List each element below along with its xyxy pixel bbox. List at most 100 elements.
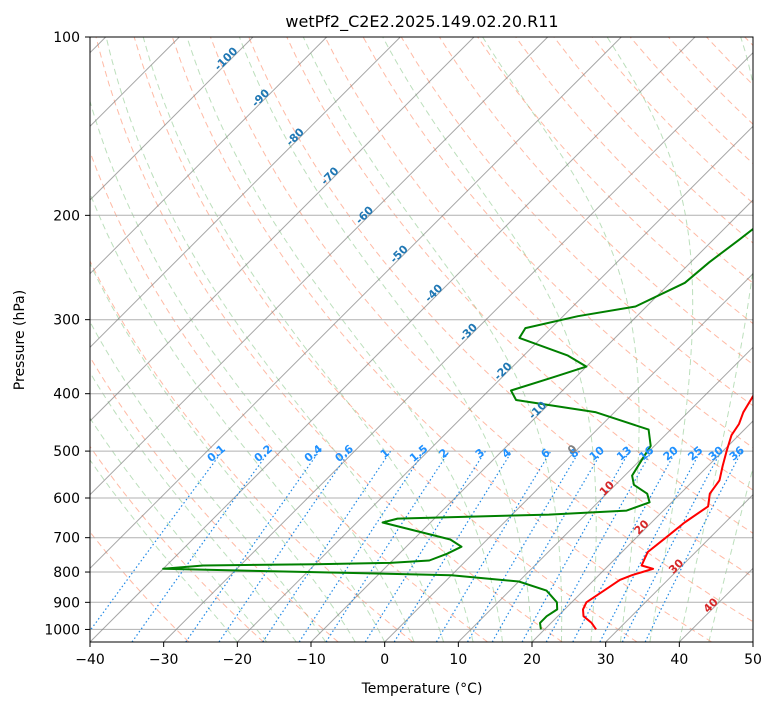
dry-adiabat (171, 37, 712, 642)
y-tick-label: 900 (53, 595, 80, 611)
moist-adiabat (90, 99, 415, 642)
isotherm-label: -50 (388, 242, 411, 265)
isotherm-line (605, 493, 753, 642)
mixing-ratio-label: 6 (538, 446, 552, 461)
isotherm-line (90, 37, 549, 496)
dry-adiabat (744, 37, 753, 47)
mixing-ratio-line (218, 450, 351, 642)
moist-adiabat (302, 37, 563, 642)
x-tick-label: 0 (380, 652, 389, 668)
dry-adiabat (324, 37, 753, 491)
mixing-ratio-line (545, 450, 653, 642)
moist-adiabat (105, 37, 445, 642)
mixing-ratio-label: 0.6 (333, 442, 357, 465)
dry-adiabat (90, 445, 264, 642)
moist-adiabat (90, 192, 386, 642)
mixing-ratio-line (644, 450, 743, 642)
x-tick-label: 30 (597, 652, 615, 668)
y-tick-label: 800 (53, 565, 80, 581)
y-tick-label: 100 (53, 30, 80, 46)
mixing-ratio-line (90, 450, 223, 632)
mixing-ratio-line (185, 450, 320, 642)
mixing-ratio-line (521, 450, 631, 642)
mixing-ratio-label: 4 (499, 446, 513, 461)
mixing-ratio-lines (90, 450, 743, 642)
mixing-ratio-line (393, 450, 513, 642)
moist-adiabat (90, 262, 356, 642)
isotherm-line (90, 37, 254, 201)
isotherm-line (384, 272, 753, 642)
x-axis-title: Temperature (°C) (361, 681, 483, 697)
dry-adiabat (515, 37, 753, 284)
isotherm-line (752, 641, 753, 642)
moist-adiabat (678, 37, 753, 642)
mixing-ratio-label: 2 (437, 446, 451, 461)
y-axis: 100 200 300 400 500 600 700 800 900 1000 (44, 30, 90, 638)
pressure-gridlines (90, 37, 753, 630)
moist-adiabat (142, 37, 474, 642)
x-tick-label: −20 (223, 652, 253, 668)
x-tick-label: 40 (670, 652, 688, 668)
isotherm-label: 30 (666, 556, 686, 576)
isotherm-line (90, 37, 328, 275)
dry-adiabat (591, 37, 753, 204)
isotherm-line (236, 125, 753, 642)
isotherm-label: -30 (457, 320, 480, 343)
dry-adiabat (553, 37, 753, 244)
moist-adiabat (186, 37, 503, 642)
profile-series (162, 227, 753, 630)
mixing-ratio-label: 25 (685, 444, 705, 464)
y-tick-label: 600 (53, 491, 80, 507)
x-tick-label: 10 (449, 652, 467, 668)
mixing-ratio-label: 10 (587, 443, 607, 463)
isotherm-line (163, 51, 753, 642)
dry-adiabat (90, 531, 190, 642)
x-tick-label: −40 (75, 652, 105, 668)
x-tick-label: −10 (296, 652, 326, 668)
dry-adiabat (90, 150, 488, 642)
mixing-ratio-line (466, 450, 580, 642)
moist-adiabat (90, 459, 238, 642)
dry-adiabat (248, 37, 753, 578)
mixing-ratio-label: 1.5 (407, 442, 430, 464)
isotherm-line (90, 37, 401, 349)
x-tick-label: 20 (523, 652, 541, 668)
dry-adiabat (286, 37, 753, 534)
isotherm-label: -70 (318, 164, 341, 187)
isotherm-line (90, 37, 475, 422)
isotherm-label: -80 (284, 125, 307, 148)
isotherm-line (678, 567, 753, 642)
mixing-ratio-line (325, 450, 450, 642)
dry-adiabat (90, 259, 414, 642)
isotherm-label: -100 (212, 44, 241, 73)
isotherms (90, 37, 753, 642)
dry-adiabats (90, 37, 753, 642)
mixing-ratio-line (262, 450, 392, 642)
x-tick-label: 50 (744, 652, 762, 668)
moist-adiabat (606, 37, 694, 642)
dry-adiabat (90, 356, 339, 642)
isotherm-line (90, 37, 696, 642)
moist-adiabat (90, 417, 268, 642)
mixing-ratio-label: 20 (661, 443, 681, 463)
mixing-ratio-line (131, 450, 270, 642)
plot-area (90, 37, 753, 642)
moist-adiabat (90, 371, 297, 642)
y-axis-title: Pressure (hPa) (12, 290, 28, 390)
isotherm-label: 40 (701, 595, 721, 615)
moist-adiabat (90, 320, 327, 642)
isotherm-label: -90 (249, 86, 272, 109)
isotherm-label: -60 (353, 203, 376, 226)
isotherm-line (90, 37, 622, 570)
mixing-ratio-line (572, 450, 677, 642)
x-tick-label: −30 (149, 652, 179, 668)
dry-adiabat (668, 37, 753, 125)
dry-adiabat (706, 37, 753, 86)
mixing-ratio-label: 3 (473, 446, 487, 461)
mixing-ratio-line (364, 450, 486, 642)
dry-adiabat (95, 37, 563, 642)
isotherm-label: -40 (422, 281, 445, 304)
y-tick-label: 500 (53, 444, 80, 460)
